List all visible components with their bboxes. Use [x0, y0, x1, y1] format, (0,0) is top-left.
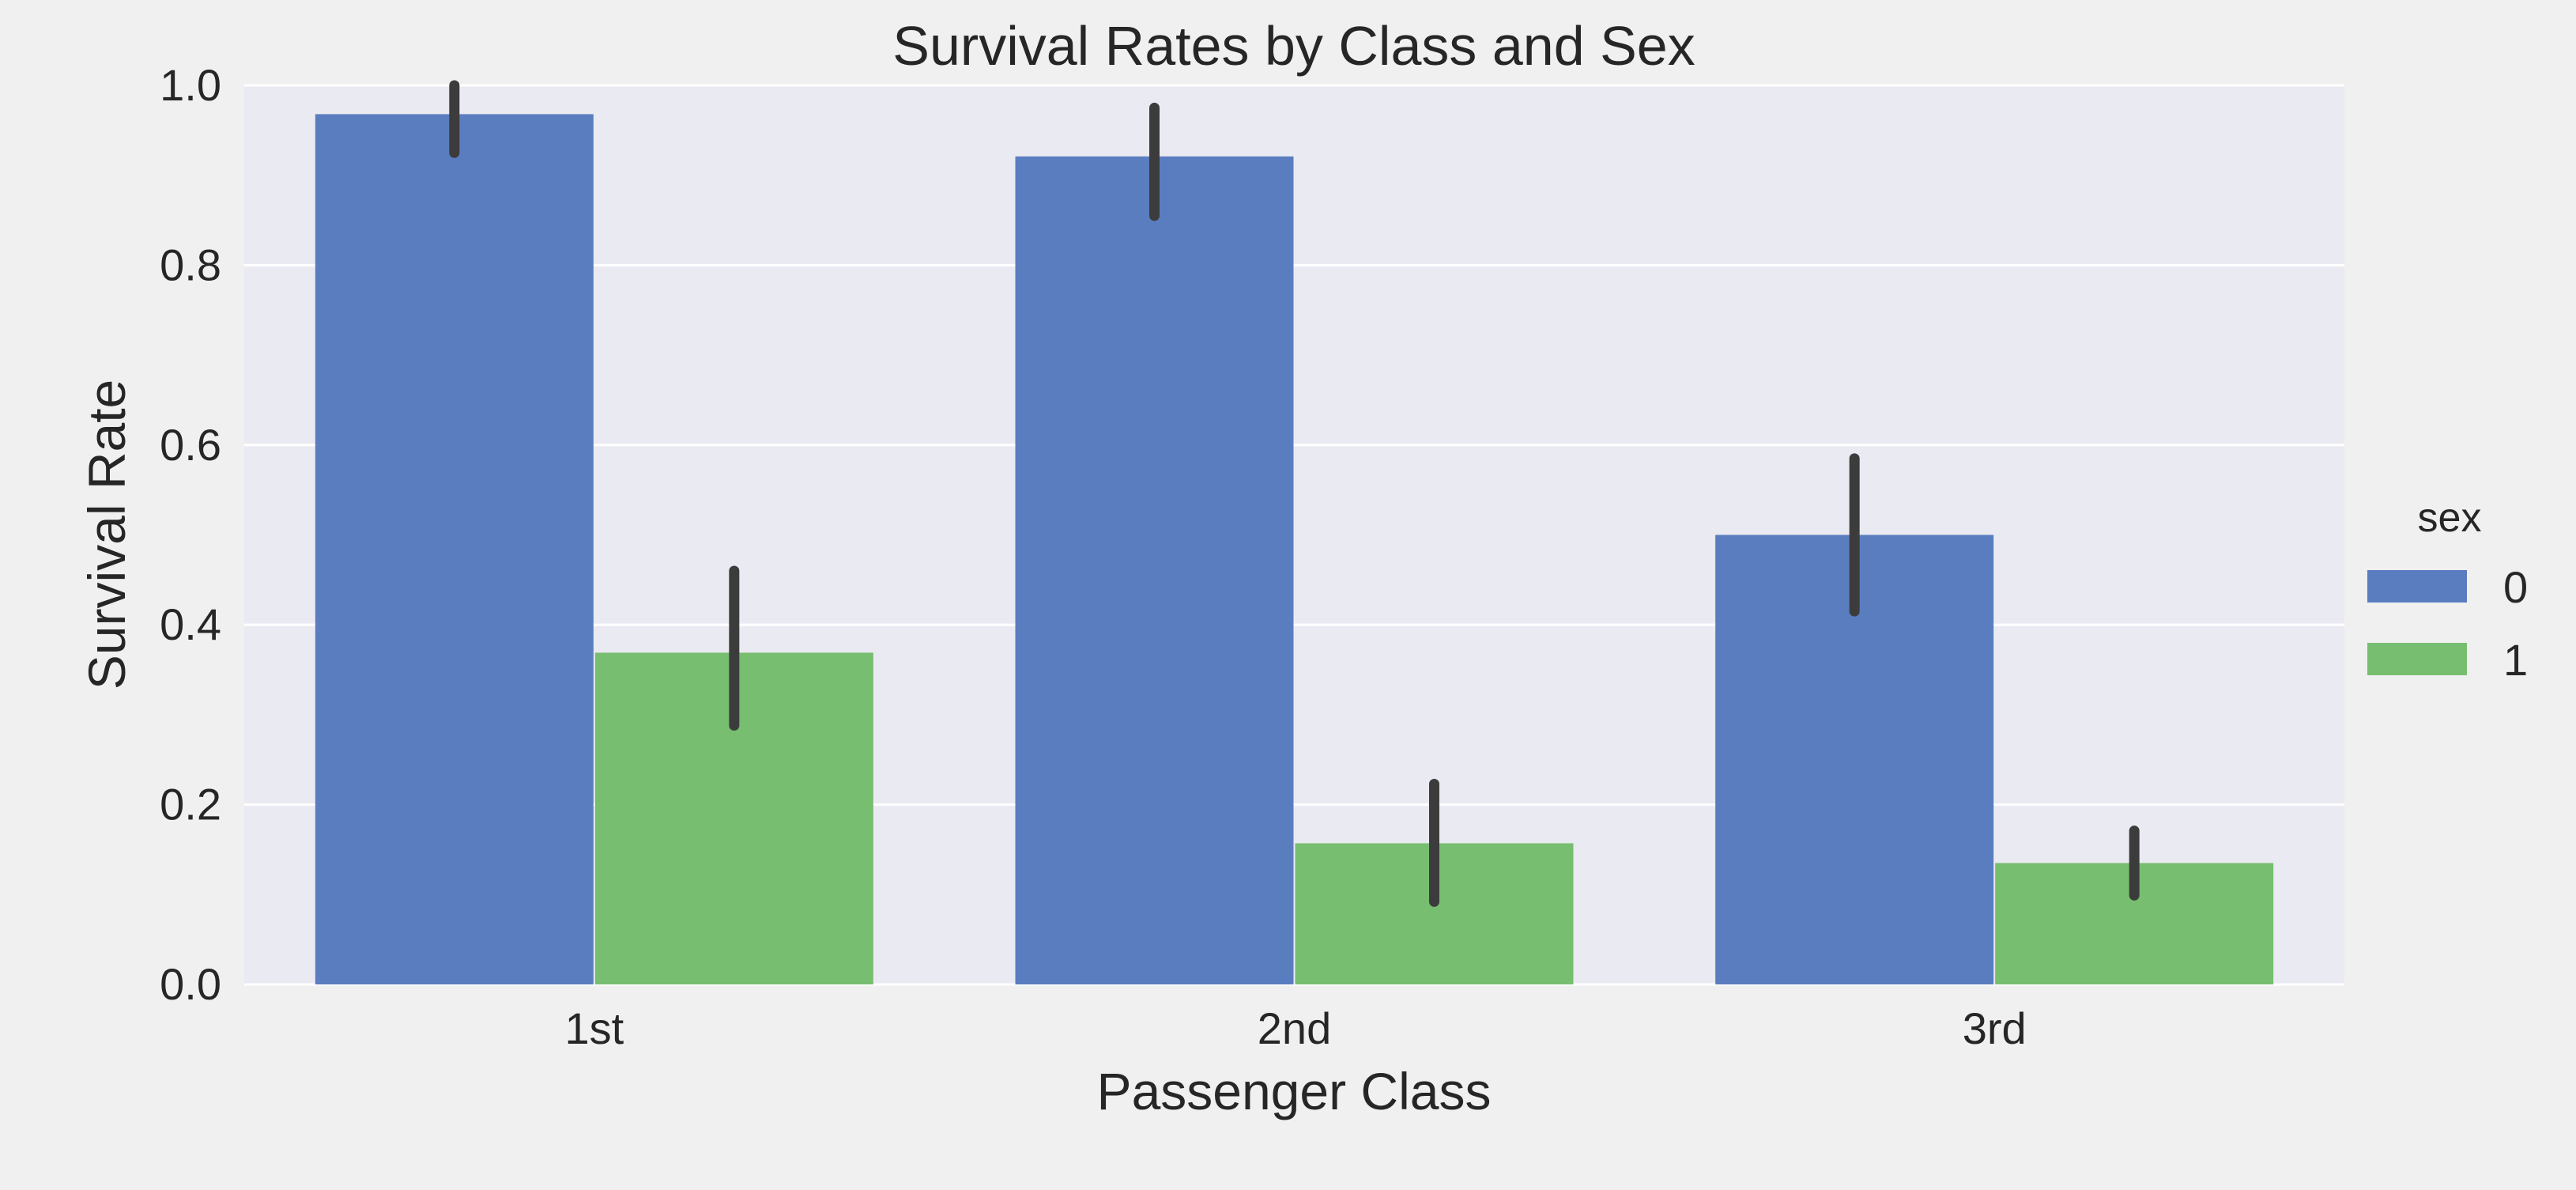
legend-label-0: 0	[2503, 562, 2528, 612]
bar-1st-sex-0	[315, 114, 594, 984]
x-tick-label: 1st	[564, 1003, 624, 1053]
y-tick-label: 0.0	[160, 959, 221, 1009]
y-tick-labels: 0.0 0.2 0.4 0.6 0.8 1.0	[160, 60, 221, 1009]
legend-swatch-0	[2367, 570, 2467, 603]
x-tick-labels: 1st 2nd 3rd	[564, 1003, 2026, 1053]
x-tick-label: 2nd	[1258, 1003, 1331, 1053]
chart-title: Survival Rates by Class and Sex	[892, 15, 1695, 77]
y-tick-label: 1.0	[160, 60, 221, 110]
y-tick-label: 0.2	[160, 780, 221, 829]
bars	[315, 114, 2274, 984]
legend-swatch-1	[2367, 643, 2467, 675]
legend-label-1: 1	[2503, 635, 2528, 685]
x-axis-label: Passenger Class	[1097, 1062, 1492, 1120]
x-tick-label: 3rd	[1963, 1003, 2027, 1053]
legend-title: sex	[2418, 495, 2482, 541]
error-bars	[449, 80, 2140, 907]
y-tick-label: 0.4	[160, 599, 221, 649]
grid-lines	[244, 84, 2344, 986]
y-tick-label: 0.6	[160, 420, 221, 470]
y-tick-label: 0.8	[160, 240, 221, 289]
plot-area	[244, 85, 2344, 984]
y-axis-label: Survival Rate	[77, 380, 136, 690]
bar-2nd-sex-0	[1015, 156, 1294, 984]
legend: sex 0 1	[2367, 495, 2528, 685]
